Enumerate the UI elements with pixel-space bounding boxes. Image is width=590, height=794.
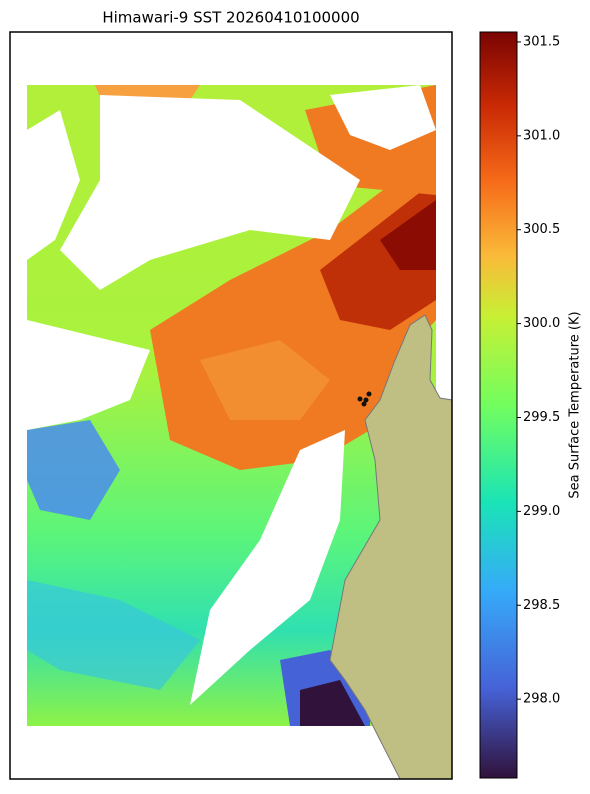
colorbar-tick-label: 299.5: [523, 410, 560, 425]
colorbar-tick-label: 299.0: [523, 504, 560, 519]
colorbar-tick-label: 298.5: [523, 598, 560, 613]
markers: [357, 391, 372, 407]
map-title: Himawari-9 SST 20260410100000: [102, 9, 359, 27]
land: [329, 314, 453, 780]
map-frame: [9, 31, 453, 780]
colorbar-label: Sea Surface Temperature (K): [568, 311, 583, 498]
colorbar-tick-label: 300.5: [523, 222, 560, 237]
colorbar-tick-label: 301.0: [523, 128, 560, 143]
colorbar-tick-label: 300.0: [523, 316, 560, 331]
sst-field: [27, 85, 436, 726]
map: [9, 31, 453, 780]
colorbar-tick-label: 298.0: [523, 692, 560, 707]
colorbar: [479, 31, 518, 779]
colorbar-tick-label: 301.5: [523, 34, 560, 49]
